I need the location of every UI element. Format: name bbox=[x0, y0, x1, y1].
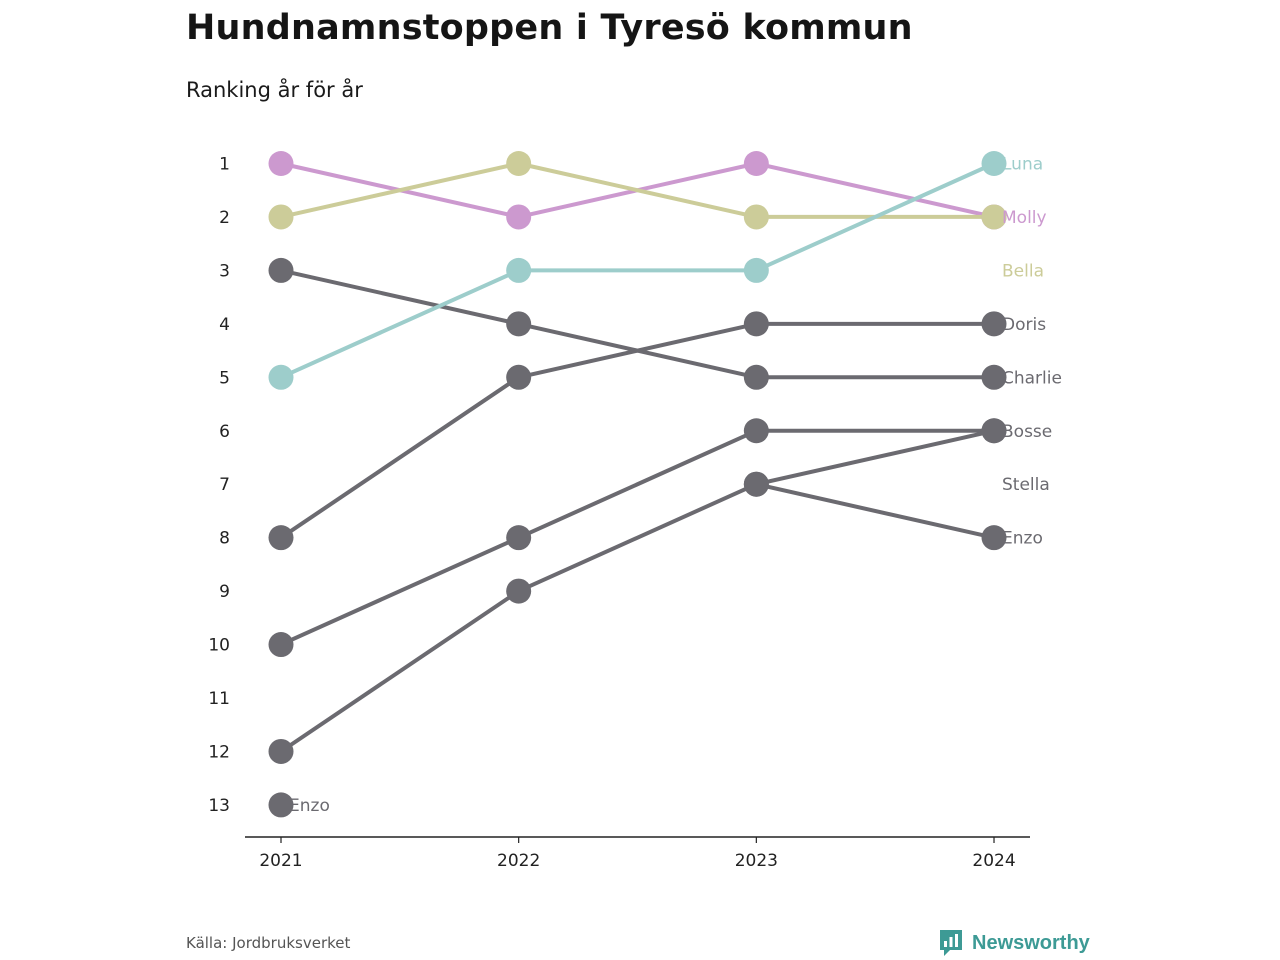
y-tick-label: 5 bbox=[219, 368, 230, 388]
series-line-luna bbox=[280, 161, 995, 380]
y-tick-label: 12 bbox=[208, 742, 230, 762]
data-point-charlie bbox=[743, 364, 769, 390]
data-point-bella bbox=[268, 204, 294, 230]
source-note: Källa: Jordbruksverket bbox=[186, 934, 351, 952]
y-tick-label: 3 bbox=[219, 261, 230, 281]
data-point-luna bbox=[506, 257, 532, 283]
data-point-doris bbox=[506, 364, 532, 390]
series-line-stella bbox=[279, 428, 995, 754]
y-tick-label: 7 bbox=[219, 475, 230, 495]
x-tick-label: 2023 bbox=[735, 851, 778, 871]
data-point-bella bbox=[981, 204, 1007, 230]
data-point-luna bbox=[743, 257, 769, 283]
data-point-enzo bbox=[981, 525, 1007, 551]
end-label-enzo: Enzo bbox=[1002, 529, 1043, 549]
y-tick-label: 2 bbox=[219, 208, 230, 228]
series-line-bosse bbox=[280, 428, 994, 647]
y-tick-label: 11 bbox=[208, 689, 230, 709]
data-point-doris bbox=[981, 311, 1007, 337]
y-tick-label: 13 bbox=[208, 796, 230, 816]
data-point-molly bbox=[268, 151, 294, 176]
end-label-doris: Doris bbox=[1002, 315, 1046, 335]
data-point-charlie bbox=[506, 311, 532, 337]
newsworthy-logo-icon bbox=[940, 930, 962, 956]
data-point-stella bbox=[268, 738, 294, 764]
chart-title: Hundnamnstoppen i Tyresö kommun bbox=[186, 8, 913, 48]
y-tick-label: 8 bbox=[219, 529, 230, 549]
data-point-luna bbox=[268, 364, 294, 390]
data-point-charlie bbox=[268, 257, 294, 283]
end-label-charlie: Charlie bbox=[1002, 368, 1062, 388]
data-point-molly bbox=[506, 204, 532, 230]
data-point-bella bbox=[743, 204, 769, 230]
series-line-bella bbox=[280, 161, 994, 219]
point-label-enzo: Enzo bbox=[289, 796, 330, 816]
data-point-enzo bbox=[268, 792, 294, 818]
data-point-stella bbox=[981, 418, 1007, 444]
data-point-stella bbox=[506, 578, 532, 604]
data-point-doris bbox=[268, 525, 294, 551]
chart-subtitle: Ranking år för år bbox=[186, 78, 363, 102]
end-label-bella: Bella bbox=[1002, 261, 1044, 281]
x-tick-label: 2021 bbox=[259, 851, 302, 871]
data-point-bosse bbox=[506, 525, 532, 551]
end-label-stella: Stella bbox=[1002, 475, 1050, 495]
series-line-doris bbox=[279, 321, 994, 540]
x-tick-label: 2024 bbox=[972, 851, 1015, 871]
data-point-doris bbox=[743, 311, 769, 337]
end-label-luna: Luna bbox=[1002, 155, 1043, 175]
series-points bbox=[268, 151, 1007, 818]
y-tick-label: 9 bbox=[219, 582, 230, 602]
data-point-molly bbox=[743, 151, 769, 176]
y-tick-label: 1 bbox=[219, 155, 230, 175]
data-point-luna bbox=[981, 151, 1007, 176]
data-point-bosse bbox=[268, 632, 294, 658]
x-tick-label: 2022 bbox=[497, 851, 540, 871]
y-tick-label: 10 bbox=[208, 636, 230, 656]
y-tick-label: 6 bbox=[219, 422, 230, 442]
data-point-enzo bbox=[743, 471, 769, 497]
series-line-enzo bbox=[755, 482, 995, 540]
brand-logo[interactable]: Newsworthy bbox=[938, 928, 1090, 958]
series-lines bbox=[279, 161, 995, 754]
data-point-bella bbox=[506, 151, 532, 176]
data-point-charlie bbox=[981, 364, 1007, 390]
end-label-bosse: Bosse bbox=[1002, 422, 1052, 442]
brand-name: Newsworthy bbox=[972, 931, 1090, 954]
y-tick-label: 4 bbox=[219, 315, 230, 335]
end-label-molly: Molly bbox=[1002, 208, 1047, 228]
data-point-bosse bbox=[743, 418, 769, 444]
